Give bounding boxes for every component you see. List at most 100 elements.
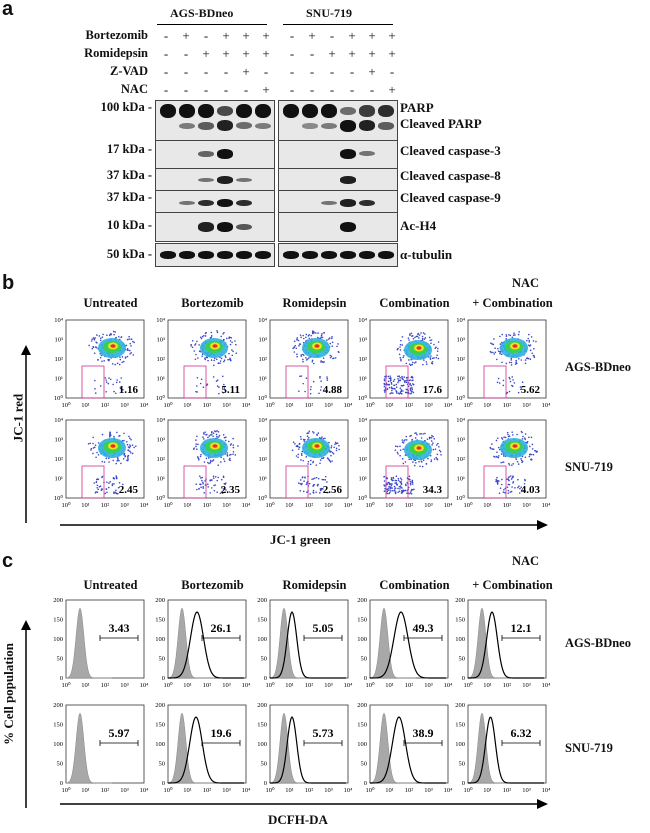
density-peak [212, 344, 218, 348]
scatter-point [299, 435, 302, 438]
x-tick-label: 10³ [324, 402, 333, 409]
scatter-point [511, 376, 514, 378]
scatter-point [524, 438, 526, 441]
scatter-point [97, 453, 100, 456]
scatter-point [115, 489, 117, 492]
scatter-point [237, 445, 239, 447]
scatter-point [190, 345, 192, 347]
scatter-point [235, 343, 237, 346]
scatter-point [195, 439, 197, 441]
scatter-point [305, 356, 307, 359]
scatter-point [126, 338, 129, 341]
scatter-point [108, 482, 110, 485]
scatter-point [422, 459, 425, 462]
scatter-point [319, 389, 322, 391]
blot-strip [278, 168, 398, 192]
scatter-point [206, 433, 208, 436]
plot-frame [167, 419, 247, 499]
scatter-point [416, 433, 418, 436]
treatment-sign: - [183, 46, 189, 61]
scatter-point [221, 375, 224, 378]
treatment-sign: - [289, 64, 295, 79]
scatter-point [302, 334, 304, 337]
x-tick-label: 10³ [222, 502, 231, 509]
scatter-point [319, 492, 321, 494]
treatment-sign: + [182, 28, 190, 43]
scatter-point [200, 477, 202, 479]
scatter-point [401, 458, 404, 460]
scatter-point [409, 388, 412, 391]
scatter-point [398, 375, 401, 378]
scatter-point [399, 477, 402, 480]
x-tick-label: 10³ [522, 402, 531, 409]
x-tick-label: 10¹ [483, 787, 492, 794]
x-tick-label: 10² [305, 402, 314, 409]
treated-histogram [467, 611, 544, 679]
scatter-point [492, 448, 495, 451]
scatter-point [528, 339, 531, 342]
scatter-point [91, 347, 94, 350]
scatter-point [197, 443, 199, 446]
y-tick-label: 150 [455, 617, 465, 624]
scatter-point [207, 461, 209, 464]
treatment-sign: - [163, 64, 169, 79]
scatter-point [311, 359, 314, 362]
scatter-point [205, 331, 207, 334]
y-tick-label: 200 [357, 702, 367, 709]
x-tick-label: 10⁰ [163, 681, 173, 689]
scatter-point [201, 476, 204, 479]
x-tick-label: 10¹ [81, 787, 90, 794]
scatter-point [502, 384, 505, 387]
y-tick-label: 0 [462, 675, 465, 682]
scatter-point [131, 444, 134, 446]
scatter-point [301, 482, 303, 485]
scatter-point [401, 336, 404, 338]
scatter-point [103, 461, 106, 463]
scatter-point [399, 379, 402, 382]
scatter-point [212, 459, 215, 461]
control-histogram [65, 607, 112, 679]
protein-band [217, 222, 233, 232]
scatter-point [411, 483, 414, 485]
x-tick-label: 10¹ [285, 502, 294, 509]
gate-box [183, 465, 207, 499]
scatter-point [397, 491, 399, 493]
scatter-point [208, 435, 211, 437]
scatter-point [411, 388, 414, 391]
scatter-point [92, 346, 95, 349]
y-tick-label: 200 [455, 702, 465, 709]
treatment-sign: - [223, 64, 229, 79]
scatter-point [88, 344, 90, 347]
scatter-point [209, 461, 212, 464]
scatter-point [232, 350, 234, 353]
density-peak [416, 346, 422, 350]
scatter-point [305, 336, 307, 339]
scatter-point [401, 377, 403, 379]
scatter-point [409, 333, 411, 335]
scatter-point [326, 481, 328, 483]
scatter-point [309, 493, 311, 495]
scatter-point [96, 451, 98, 454]
cell-line-underline-ags [157, 24, 267, 25]
scatter-point [425, 361, 428, 363]
marker-percentage: 5.97 [109, 726, 130, 740]
scatter-point [400, 392, 402, 395]
scatter-point [429, 339, 431, 342]
scatter-point [437, 357, 440, 360]
x-tick-label: 10⁴ [444, 402, 454, 409]
scatter-point [418, 334, 421, 336]
scatter-point [197, 459, 200, 461]
column-header: Bortezomib [181, 296, 244, 310]
scatter-point [409, 492, 411, 495]
scatter-point [127, 449, 129, 451]
x-tick-label: 10¹ [183, 787, 192, 794]
scatter-point [399, 376, 401, 379]
scatter-point [301, 454, 303, 456]
scatter-point [528, 453, 531, 456]
scatter-point [498, 455, 500, 457]
scatter-point [520, 459, 523, 462]
scatter-point [401, 439, 404, 441]
protein-band [217, 199, 233, 207]
scatter-point [295, 347, 298, 350]
y-tick-label: 100 [53, 636, 63, 643]
